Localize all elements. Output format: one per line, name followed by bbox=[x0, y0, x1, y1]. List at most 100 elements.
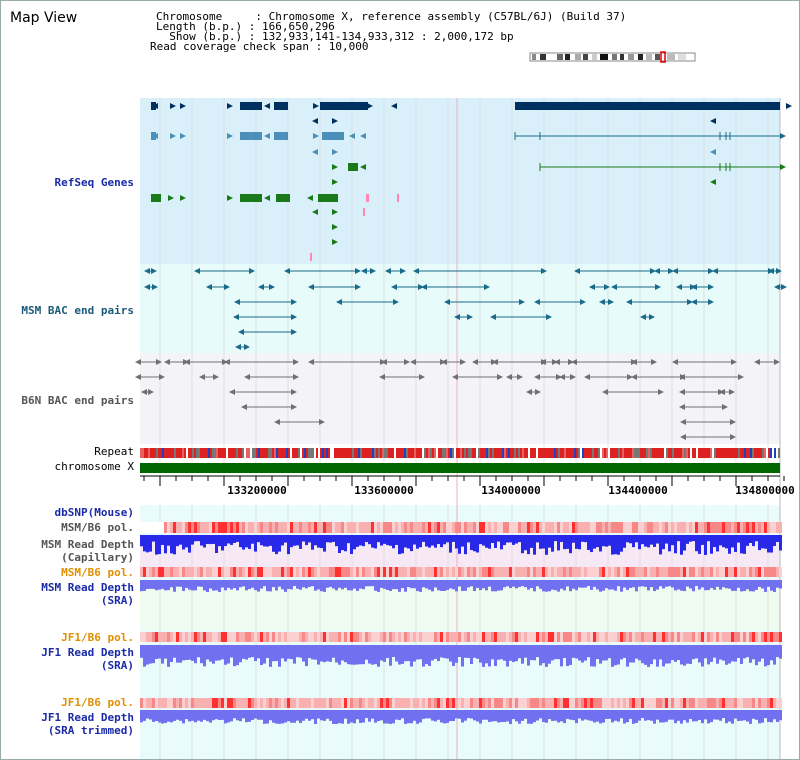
polymorphism-cell bbox=[542, 522, 545, 533]
depth-bar bbox=[752, 645, 755, 660]
polymorphism-cell bbox=[314, 522, 317, 533]
bac-end-marker bbox=[492, 359, 498, 365]
track-label-msm-b6-pol-2[interactable]: MSM/B6 pol. bbox=[61, 566, 134, 579]
polymorphism-cell bbox=[656, 567, 659, 577]
depth-bar bbox=[398, 645, 401, 665]
gene-strand-arrow bbox=[168, 195, 174, 201]
depth-bar bbox=[524, 710, 527, 719]
repeat-segment bbox=[624, 448, 626, 458]
depth-bar bbox=[656, 580, 659, 590]
track-label-jf1-b6-pol[interactable]: JF1/B6 pol. bbox=[61, 631, 134, 644]
depth-bar bbox=[317, 580, 320, 590]
depth-bar bbox=[281, 710, 284, 724]
polymorphism-cell bbox=[209, 698, 212, 708]
depth-bar bbox=[539, 580, 542, 589]
polymorphism-cell bbox=[191, 632, 194, 642]
depth-bar bbox=[224, 580, 227, 591]
depth-bar bbox=[386, 710, 389, 724]
polymorphism-cell bbox=[701, 698, 704, 708]
repeat-segment bbox=[538, 448, 540, 458]
polymorphism-cell bbox=[776, 632, 779, 642]
track-label-b6n-bac[interactable]: B6N BAC end pairs bbox=[21, 394, 134, 407]
depth-bar bbox=[413, 580, 416, 589]
depth-bar bbox=[566, 710, 569, 719]
track-label-msm-b6-pol[interactable]: MSM/B6 pol. bbox=[61, 521, 134, 534]
depth-bar bbox=[500, 645, 503, 660]
polymorphism-cell bbox=[704, 567, 707, 577]
depth-bar bbox=[629, 535, 632, 544]
polymorphism-cell bbox=[629, 698, 632, 708]
repeat-segment bbox=[336, 448, 338, 458]
polymorphism-cell bbox=[509, 567, 512, 577]
depth-bar bbox=[281, 580, 284, 590]
polymorphism-cell bbox=[491, 522, 494, 533]
repeat-segment bbox=[770, 448, 772, 458]
depth-bar bbox=[488, 645, 491, 667]
depth-bar bbox=[671, 645, 674, 661]
polymorphism-cell bbox=[230, 632, 233, 642]
depth-bar bbox=[665, 645, 668, 664]
depth-bar bbox=[482, 645, 485, 667]
polymorphism-cell bbox=[368, 698, 371, 708]
track-label-jf1-depth-sra[interactable]: JF1 Read Depth bbox=[41, 646, 134, 659]
polymorphism-cell bbox=[230, 567, 233, 577]
depth-bar bbox=[257, 645, 260, 659]
repeat-segment bbox=[602, 448, 604, 458]
polymorphism-cell bbox=[278, 567, 281, 577]
depth-bar bbox=[683, 710, 686, 721]
polymorphism-cell bbox=[392, 698, 395, 708]
depth-bar bbox=[728, 535, 731, 554]
track-label-msm-bac[interactable]: MSM BAC end pairs bbox=[21, 304, 134, 317]
polymorphism-cell bbox=[356, 698, 359, 708]
polymorphism-cell bbox=[437, 698, 440, 708]
polymorphism-cell bbox=[377, 567, 380, 577]
depth-bar bbox=[269, 645, 272, 667]
repeat-segment bbox=[362, 448, 364, 458]
polymorphism-cell bbox=[158, 567, 161, 577]
polymorphism-cell bbox=[578, 698, 581, 708]
depth-bar bbox=[710, 710, 713, 723]
track-label-jf1-b6-pol-2[interactable]: JF1/B6 pol. bbox=[61, 696, 134, 709]
polymorphism-cell bbox=[386, 522, 389, 533]
bac-end-marker bbox=[571, 359, 577, 365]
depth-bar bbox=[590, 580, 593, 590]
depth-bar bbox=[161, 535, 164, 545]
bac-end-marker bbox=[238, 329, 244, 335]
track-label-refseq[interactable]: RefSeq Genes bbox=[54, 176, 134, 189]
depth-bar bbox=[767, 645, 770, 666]
polymorphism-cell bbox=[578, 632, 581, 642]
depth-bar bbox=[599, 645, 602, 664]
track-label-jf1-depth-trim[interactable]: JF1 Read Depth bbox=[41, 711, 134, 724]
depth-bar bbox=[608, 710, 611, 719]
depth-bar bbox=[620, 645, 623, 660]
depth-bar bbox=[233, 645, 236, 667]
gene-strand-arrow bbox=[227, 133, 233, 139]
track-label-dbsnp[interactable]: dbSNP(Mouse) bbox=[54, 506, 134, 519]
depth-bar bbox=[317, 535, 320, 548]
polymorphism-cell bbox=[206, 632, 209, 642]
repeat-segment bbox=[488, 448, 490, 458]
depth-bar bbox=[140, 580, 143, 592]
track-label-msm-depth-sra-sub: (SRA) bbox=[100, 594, 134, 607]
polymorphism-cell bbox=[515, 632, 518, 642]
depth-bar bbox=[518, 535, 521, 543]
polymorphism-cell bbox=[305, 567, 308, 577]
depth-bar bbox=[398, 710, 401, 721]
depth-bar bbox=[401, 645, 404, 664]
depth-bar bbox=[338, 580, 341, 588]
polymorphism-cell bbox=[611, 632, 614, 642]
bac-end-marker bbox=[393, 299, 399, 305]
polymorphism-cell bbox=[530, 567, 533, 577]
depth-bar bbox=[704, 580, 707, 591]
depth-bar bbox=[545, 535, 548, 555]
polymorphism-cell bbox=[290, 698, 293, 708]
depth-bar bbox=[185, 710, 188, 720]
track-label-msm-depth-sra[interactable]: MSM Read Depth bbox=[41, 581, 134, 594]
depth-bar bbox=[440, 580, 443, 591]
track-label-msm-depth-capillary[interactable]: MSM Read Depth bbox=[41, 538, 134, 551]
repeat-segment bbox=[570, 448, 572, 458]
bac-end-marker bbox=[444, 299, 450, 305]
polymorphism-cell bbox=[221, 522, 224, 533]
depth-bar bbox=[221, 535, 224, 551]
